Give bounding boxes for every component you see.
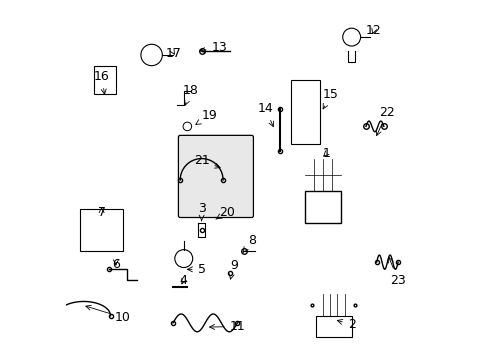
Text: 19: 19 xyxy=(195,109,217,125)
Text: 10: 10 xyxy=(86,305,131,324)
Text: 14: 14 xyxy=(257,102,273,127)
Text: 5: 5 xyxy=(187,263,205,276)
Text: 22: 22 xyxy=(376,106,394,135)
Bar xyxy=(290,80,319,144)
Text: 11: 11 xyxy=(209,320,244,333)
Bar xyxy=(315,316,351,337)
Text: 15: 15 xyxy=(323,88,338,109)
Text: 23: 23 xyxy=(388,257,405,287)
Text: 6: 6 xyxy=(112,257,120,270)
Text: 7: 7 xyxy=(98,206,105,219)
Text: 9: 9 xyxy=(229,259,237,279)
Bar xyxy=(305,191,340,223)
Text: 3: 3 xyxy=(197,202,205,221)
Text: 13: 13 xyxy=(200,41,227,54)
Text: 8: 8 xyxy=(243,234,255,252)
FancyBboxPatch shape xyxy=(178,135,253,217)
Text: 17: 17 xyxy=(165,47,182,60)
Text: 4: 4 xyxy=(180,274,187,287)
Text: 1: 1 xyxy=(322,147,330,160)
Text: 18: 18 xyxy=(183,84,199,105)
Text: 12: 12 xyxy=(365,23,381,36)
Text: 20: 20 xyxy=(216,206,234,219)
Bar xyxy=(80,208,123,251)
Text: 2: 2 xyxy=(337,318,355,331)
Text: 16: 16 xyxy=(94,70,109,94)
Bar xyxy=(94,66,116,94)
Text: 21: 21 xyxy=(193,154,220,168)
